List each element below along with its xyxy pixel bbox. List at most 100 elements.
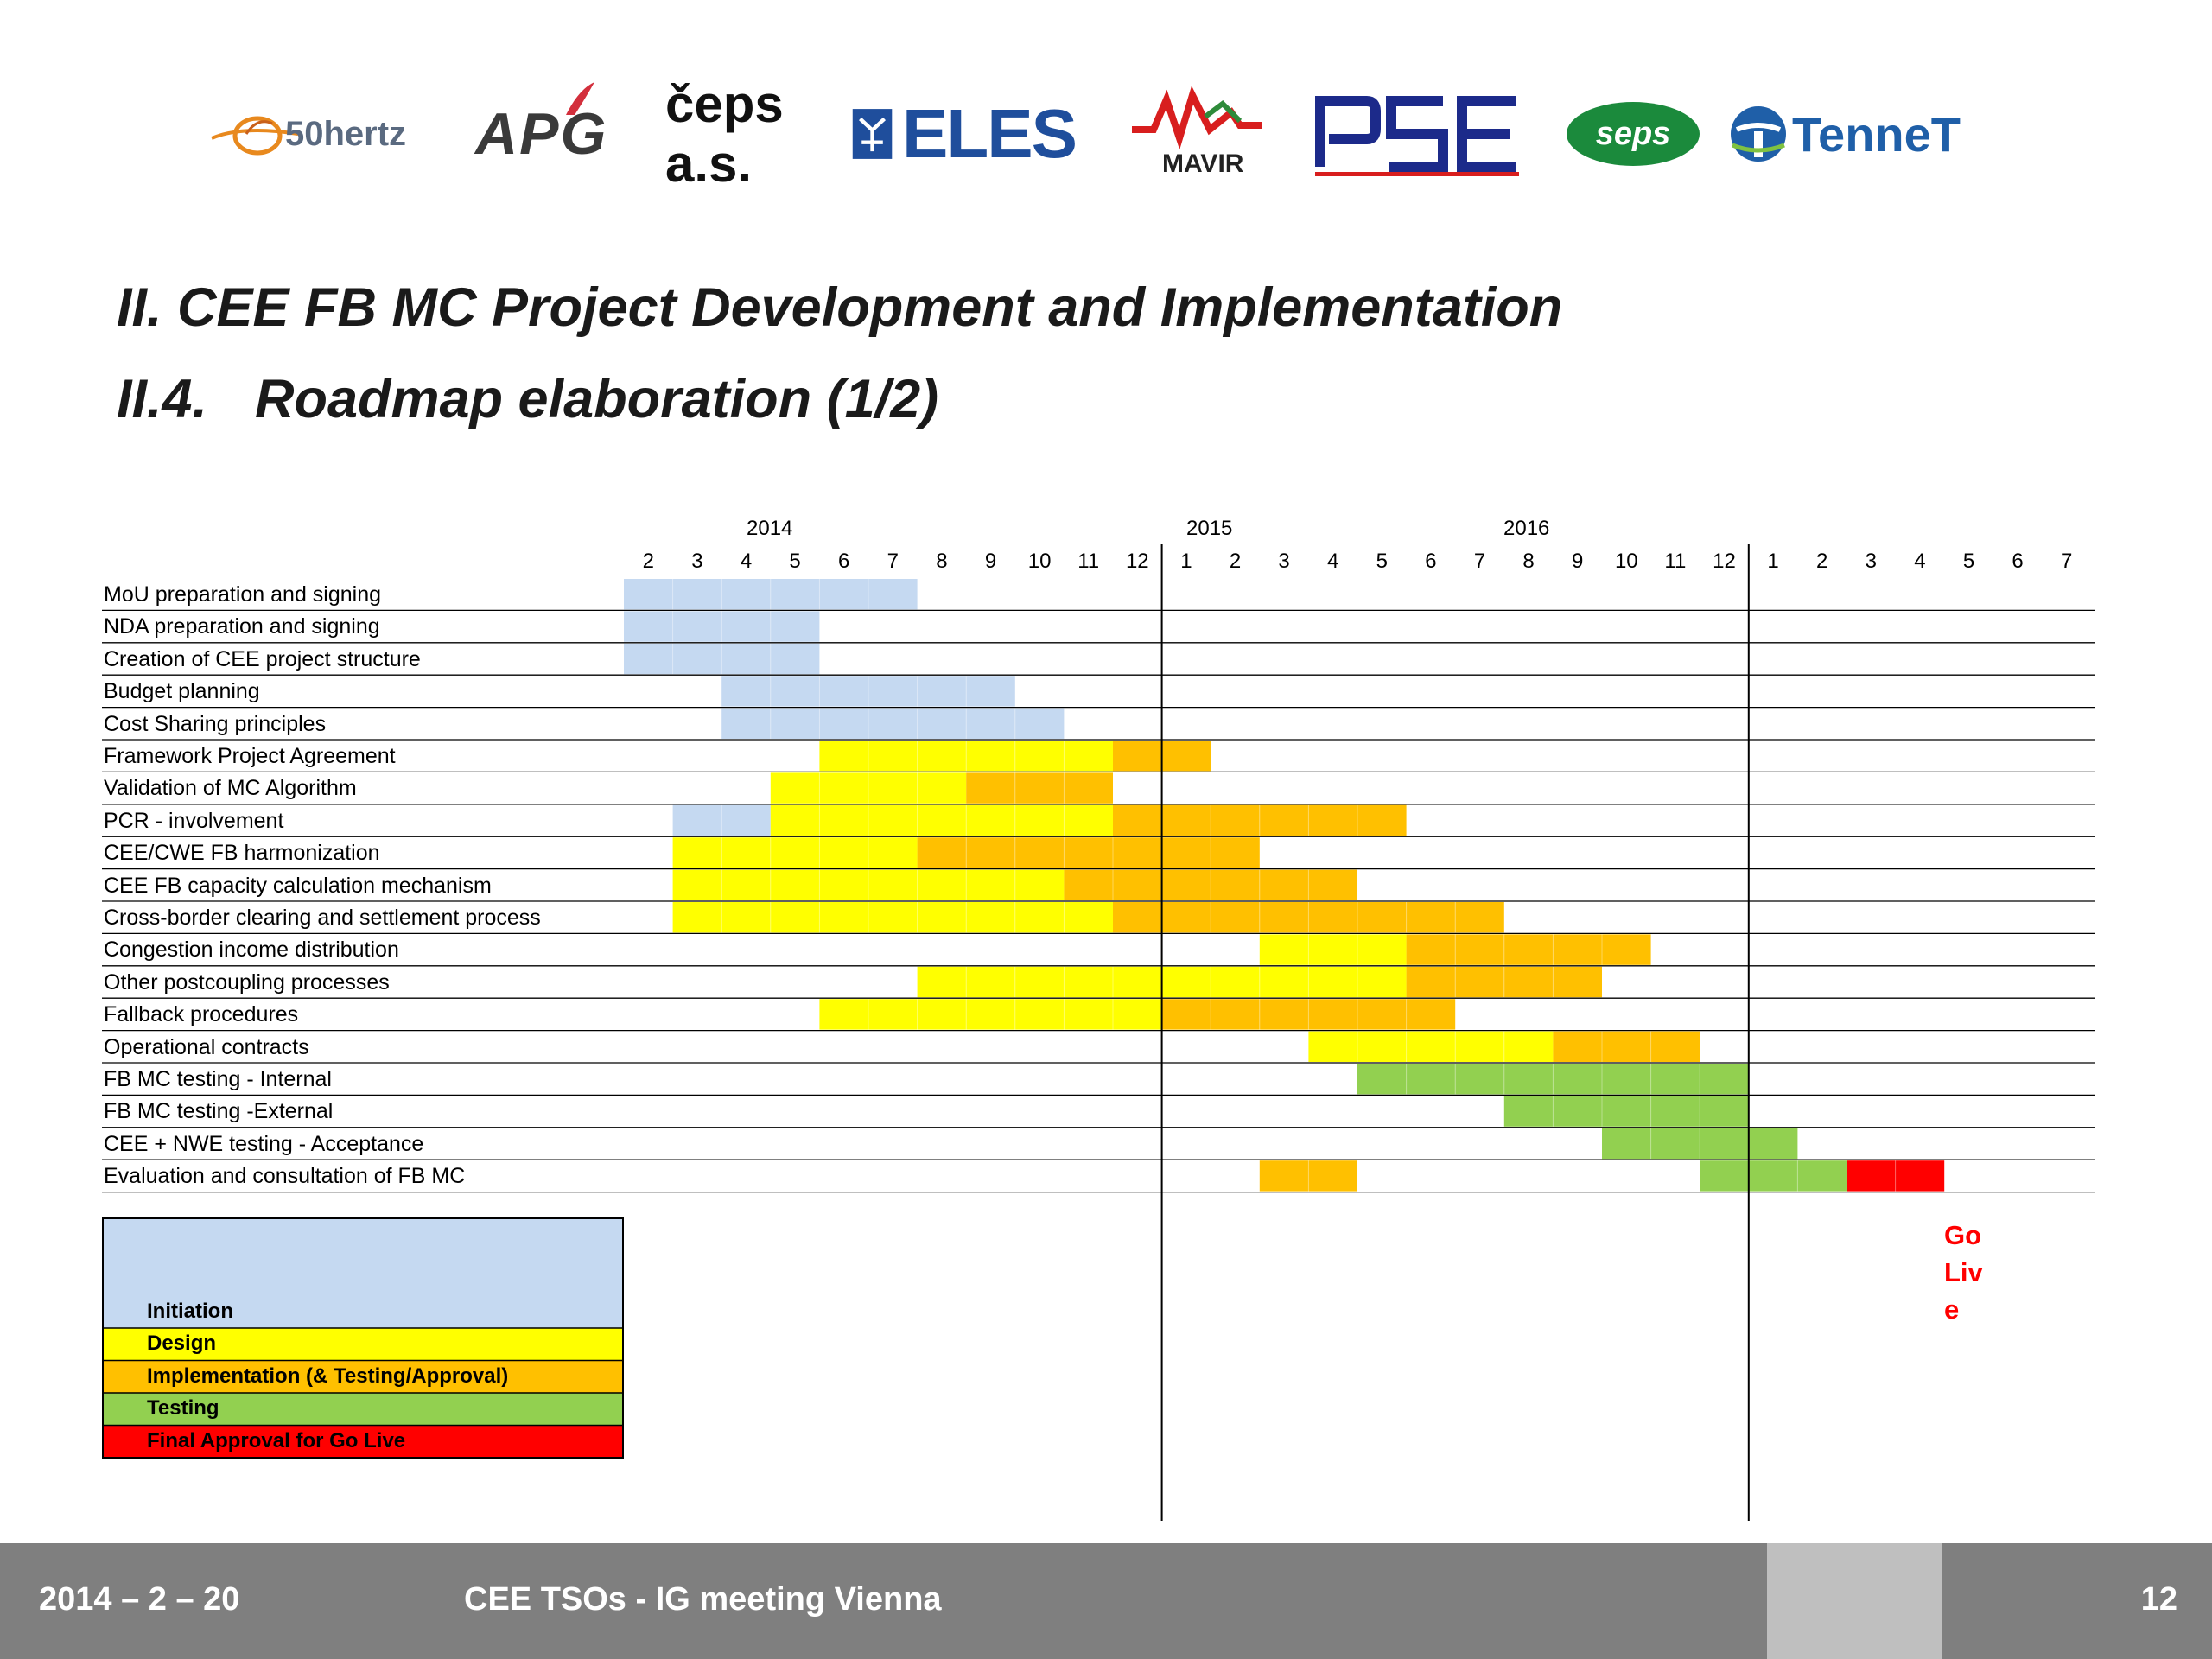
gantt-bar-cell-implementation <box>966 837 1015 868</box>
month-label: 11 <box>1664 550 1687 573</box>
gantt-bar-cell-design <box>1357 1031 1407 1062</box>
50hertz-logo-icon <box>211 116 299 156</box>
gantt-bar-cell-implementation <box>1553 966 1602 998</box>
gantt-bar-cell-initiation <box>672 611 722 642</box>
gantt-bar-cell-design <box>672 837 722 868</box>
gantt-bar-cell-implementation <box>917 837 967 868</box>
section-title: II. CEE FB MC Project Development and Im… <box>117 277 1563 338</box>
gantt-bar-cell-design <box>1014 869 1065 900</box>
gantt-bar-cell-initiation <box>672 579 722 610</box>
legend-label: Initiation <box>147 1300 233 1323</box>
month-label: 4 <box>740 550 753 573</box>
gantt-bar-cell-initiation <box>770 708 820 739</box>
seps-logo: seps <box>1564 73 1702 194</box>
gantt-bar-cell-initiation <box>917 676 967 707</box>
gantt-bar-cell-initiation <box>721 611 771 642</box>
month-label: 5 <box>1376 550 1388 573</box>
month-label: 4 <box>1914 550 1926 573</box>
gantt-bar-cell-design <box>1014 902 1065 933</box>
year-label: 2014 <box>747 517 793 540</box>
gantt-bar-cell-design <box>672 902 722 933</box>
gantt-bar-cell-design <box>819 902 868 933</box>
month-label: 1 <box>1767 550 1779 573</box>
gantt-bar-cell-implementation <box>1113 902 1162 933</box>
gantt-bar-cell-implementation <box>1211 999 1260 1030</box>
task-label: Evaluation and consultation of FB MC <box>104 1164 466 1189</box>
month-label: 9 <box>984 550 997 573</box>
gantt-bar-cell-implementation <box>1455 934 1504 965</box>
subsection-text: Roadmap elaboration (1/2) <box>255 369 939 429</box>
gantt-bar-cell-implementation <box>1406 902 1456 933</box>
gantt-bar-cell-design <box>1113 966 1162 998</box>
task-label: Framework Project Agreement <box>104 744 396 768</box>
gantt-bar-cell-initiation <box>819 708 868 739</box>
gantt-bar-cell-design <box>1161 966 1211 998</box>
month-label: 6 <box>1425 550 1437 573</box>
gantt-bar-cell-implementation <box>966 772 1015 804</box>
gantt-bar-cell-design <box>819 804 868 836</box>
legend-label: Final Approval for Go Live <box>147 1428 406 1452</box>
mavir-logo-icon <box>1132 86 1262 150</box>
legend-border <box>102 1217 624 1459</box>
month-label: 7 <box>887 550 899 573</box>
month-label: 10 <box>1027 550 1052 573</box>
gantt-bar-cell-implementation <box>1259 869 1309 900</box>
gantt-bar-cell-testing <box>1700 1128 1749 1160</box>
ceps-logo-text: čeps a.s. <box>665 75 784 193</box>
gantt-bar-cell-design <box>770 837 820 868</box>
gantt-bar-cell-design <box>1064 902 1113 933</box>
gantt-bar-cell-implementation <box>1161 902 1211 933</box>
gantt-bar-cell-implementation <box>1357 999 1407 1030</box>
gantt-bar-cell-design <box>1259 966 1309 998</box>
eles-logo-icon <box>852 109 893 159</box>
gantt-bar-cell-implementation <box>1113 869 1162 900</box>
subsection-number: II.4. <box>117 369 208 429</box>
gantt-bar-cell-initiation <box>624 611 673 642</box>
gantt-bar-cell-testing <box>1602 1064 1651 1095</box>
pse-logo <box>1313 73 1538 194</box>
gantt-bar-cell-testing <box>1797 1160 1847 1192</box>
legend-swatch-testing <box>103 1393 623 1426</box>
tennet-logo-icon <box>1731 106 1786 162</box>
task-label: Cost Sharing principles <box>104 711 327 736</box>
gantt-bar-cell-design <box>819 869 868 900</box>
gantt-bar-cell-implementation <box>1650 1031 1700 1062</box>
gantt-bar-cell-initiation <box>966 708 1015 739</box>
task-label: PCR - involvement <box>104 808 284 833</box>
gantt-bar-cell-design <box>770 869 820 900</box>
apg-logo-text: APG <box>475 101 608 167</box>
gantt-bar-cell-implementation <box>1259 999 1309 1030</box>
gantt-bar-cell-initiation <box>868 708 918 739</box>
gantt-bar-cell-design <box>721 869 771 900</box>
gantt-bar-cell-design <box>917 804 967 836</box>
month-label: 6 <box>2012 550 2024 573</box>
month-label: 5 <box>1962 550 1975 573</box>
gantt-bar-cell-implementation <box>1161 837 1211 868</box>
slide-footer: 2014 – 2 – 20 CEE TSOs - IG meeting Vien… <box>0 1543 2212 1659</box>
gantt-bar-cell-testing <box>1503 1096 1554 1127</box>
month-label: 12 <box>1713 550 1736 573</box>
gantt-bar-cell-design <box>917 902 967 933</box>
50hertz-logo-text: 50hertz <box>285 114 407 153</box>
gantt-bar-cell-initiation <box>819 579 868 610</box>
gantt-bar-cell-design <box>819 772 868 804</box>
gantt-bar-cell-initiation <box>624 643 673 675</box>
pse-logo-icon <box>1315 96 1519 176</box>
gantt-bar-cell-initiation <box>868 579 918 610</box>
gantt-bar-cell-design <box>1014 999 1065 1030</box>
apg-logo-icon <box>566 82 594 115</box>
gantt-bar-cell-implementation <box>1553 1031 1602 1062</box>
gantt-bar-cell-testing <box>1748 1160 1798 1192</box>
gantt-bar-cell-implementation <box>1357 804 1407 836</box>
gantt-bar-cell-implementation <box>1064 837 1113 868</box>
gantt-bar-cell-design <box>868 741 918 772</box>
legend-swatch-initiation <box>103 1218 623 1328</box>
gantt-bar-cell-implementation <box>1211 902 1260 933</box>
gantt-bar-cell-implementation <box>1553 934 1602 965</box>
gantt-bar-cell-design <box>966 999 1015 1030</box>
task-label: CEE/CWE FB harmonization <box>104 841 380 866</box>
gantt-bar-cell-initiation <box>770 676 820 707</box>
gantt-bar-cell-implementation <box>1503 934 1554 965</box>
gantt-bar-cell-testing <box>1553 1064 1602 1095</box>
